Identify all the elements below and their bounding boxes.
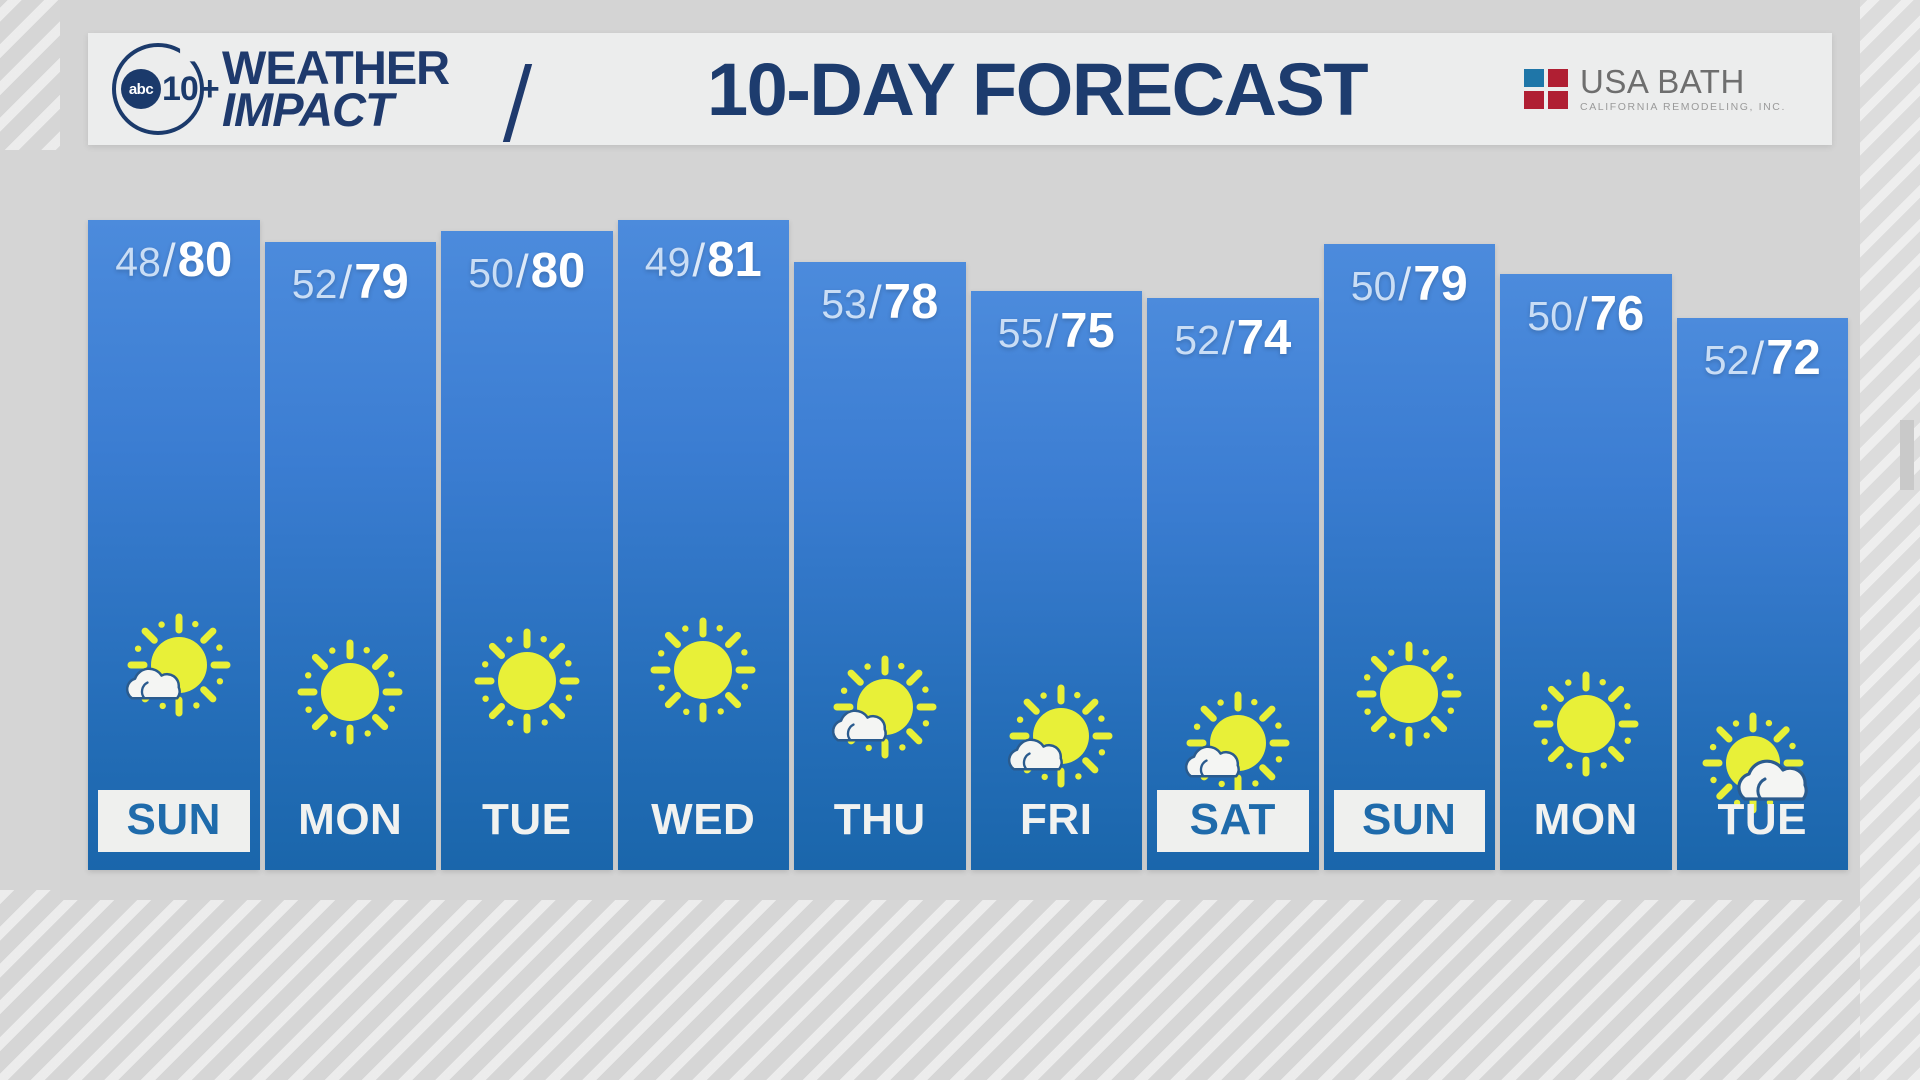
day-label: TUE [482,795,572,845]
low-temperature: 49 [644,239,691,285]
day-label: FRI [1020,795,1093,845]
partly-sunny-icon [971,676,1143,806]
forecast-day-column[interactable]: 50/79 SUN [1323,244,1496,870]
weather-impact-line1: WEATHER [222,40,450,94]
high-temperature: 79 [354,255,409,309]
sponsor-tagline: CALIFORNIA REMODELING, INC. [1580,101,1786,114]
tile-top-left [1524,69,1545,87]
temperature-range: 49/81 [645,236,762,285]
temperature-range: 50/79 [1351,260,1468,309]
temperature-range: 52/79 [292,258,409,307]
low-temperature: 55 [997,310,1044,356]
forecast-day-column[interactable]: 50/76 MON [1500,274,1672,870]
temperature-separator: / [692,234,706,286]
sponsor-text: USA BATH CALIFORNIA REMODELING, INC. [1580,65,1786,113]
forecast-day-column[interactable]: 52/79 MON [264,242,437,870]
header-branding: abc 10 + WEATHER IMPACT [88,40,590,142]
forecast-day-column[interactable]: 50/80 TUE [441,231,613,870]
right-edge-tab [1900,420,1914,490]
low-temperature: 50 [1350,263,1397,309]
day-label: MON [298,795,403,845]
low-temperature: 52 [1174,317,1220,363]
high-temperature: 78 [883,275,939,329]
temperature-separator: / [1751,332,1765,384]
abc10-number: 10 [162,70,199,108]
tile-top-right [1548,69,1569,87]
sunny-icon [265,627,437,757]
partly-cloudy-icon [1677,703,1849,833]
temperature-range: 52/72 [1704,334,1821,383]
forecast-day-column[interactable]: 52/72 TUE [1676,318,1849,870]
day-label: SUN [1333,790,1485,852]
partly-sunny-icon [1147,683,1319,813]
header-bar: abc 10 + WEATHER IMPACT 10-DAY FORECAST … [88,33,1832,145]
temperature-separator: / [1221,312,1235,364]
temperature-range: 53/78 [821,278,938,327]
abc10-ring-icon [112,43,204,135]
temperature-separator: / [162,234,176,286]
day-label: TUE [1717,795,1807,845]
sunny-icon [618,605,790,735]
temperature-separator: / [339,256,353,308]
sunny-icon [1500,659,1672,789]
high-temperature: 75 [1060,304,1115,358]
high-temperature: 74 [1236,311,1292,365]
forecast-day-list: 48/80 SUN 52/79 MON 50/80 TUE 49/81 WED 53/78 T… [88,220,1848,870]
temperature-range: 50/76 [1527,290,1644,339]
low-temperature: 52 [1703,337,1750,383]
temperature-separator: / [1398,258,1412,310]
temperature-separator: / [515,245,529,297]
day-label: SAT [1157,790,1309,852]
abc-disc-icon: abc [121,69,161,109]
forecast-day-column[interactable]: 49/81 WED [617,220,790,870]
day-label: SUN [98,790,250,852]
sunny-icon [1324,629,1496,759]
right-edge-texture [1860,0,1920,1080]
temperature-separator: / [868,276,882,328]
abc10-plus-glyph: + [199,70,220,108]
tile-bottom-right [1548,91,1569,109]
high-temperature: 80 [177,233,233,287]
temperature-range: 55/75 [998,307,1115,356]
forecast-day-column[interactable]: 52/74 SAT [1147,298,1319,870]
abc10-plus-logo: abc 10 + [110,41,220,137]
temperature-separator: / [1574,288,1588,340]
sponsor-name: USA BATH [1580,63,1745,101]
partly-sunny-icon [88,605,260,735]
day-label: WED [651,795,756,845]
low-temperature: 50 [468,250,514,296]
partly-sunny-icon [794,647,966,777]
tile-bottom-left [1524,91,1545,109]
temperature-range: 52/74 [1174,314,1291,363]
page-title: 10-DAY FORECAST [706,47,1369,131]
high-temperature: 79 [1413,257,1468,311]
sunny-icon [441,616,613,746]
forecast-day-column[interactable]: 53/78 THU [794,262,966,870]
high-temperature: 81 [707,233,762,287]
day-label: MON [1533,795,1638,845]
weather-impact-line2: IMPACT [222,83,394,136]
low-temperature: 48 [115,239,161,285]
low-temperature: 52 [291,261,338,307]
forecast-day-column[interactable]: 48/80 SUN [88,220,260,870]
weather-impact-slash-icon [502,63,533,142]
low-temperature: 50 [1527,293,1573,339]
low-temperature: 53 [821,281,867,327]
high-temperature: 80 [530,244,586,298]
abc10-lockup: abc 10 + [121,69,220,109]
high-temperature: 76 [1589,287,1645,341]
forecast-day-column[interactable]: 55/75 FRI [970,291,1143,870]
temperature-range: 48/80 [115,236,232,285]
temperature-range: 50/80 [468,247,585,296]
sponsor-logo: USA BATH CALIFORNIA REMODELING, INC. [1524,65,1832,113]
weather-impact-logo: WEATHER IMPACT [222,40,533,142]
high-temperature: 72 [1766,331,1821,385]
temperature-separator: / [1045,305,1059,357]
usabath-tiles-icon [1524,69,1569,109]
day-label: THU [833,795,926,845]
